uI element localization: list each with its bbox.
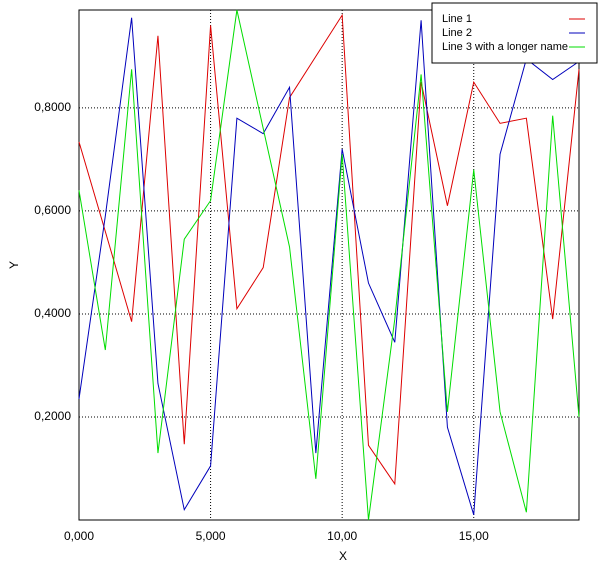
legend-label: Line 1 [442,13,472,25]
legend-label: Line 2 [442,27,472,39]
x-tick-label: 5,000 [196,529,226,543]
line-series [78,13,580,486]
x-axis-label: X [339,549,347,563]
y-tick-label: 0,4000 [34,306,71,320]
x-tick-label: 15,00 [459,529,489,543]
y-tick-label: 0,2000 [34,409,71,423]
line-series [78,17,580,515]
legend-label: Line 3 with a longer name [442,41,568,53]
y-tick-label: 0,8000 [34,100,71,114]
y-axis-label: Y [7,261,21,269]
x-tick-label: 10,00 [327,529,357,543]
y-tick-label: 0,6000 [34,203,71,217]
line-series [78,9,580,521]
x-tick-label: 0,000 [64,529,94,543]
